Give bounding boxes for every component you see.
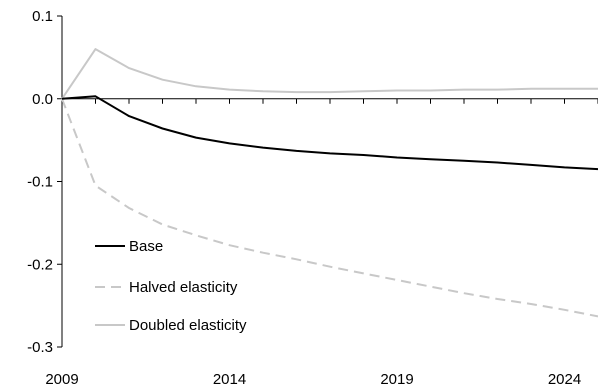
y-tick-label: 0.1 [32,8,53,25]
series-line-base [61,95,598,171]
x-tick-label: 2024 [548,371,581,388]
x-tick-label: 2019 [380,371,413,388]
x-tick-label: 2009 [45,371,78,388]
legend-label: Base [129,238,163,255]
legend: Base Halved elasticity Doubled elasticity [95,238,247,334]
legend-label: Halved elasticity [129,279,238,296]
y-tick-label: -0.2 [27,256,53,273]
legend-label: Doubled elasticity [129,317,247,334]
series-lines [61,48,598,318]
x-tick-label: 2014 [213,371,246,388]
y-tick-label: -0.3 [27,339,53,356]
y-tick-label: -0.1 [27,174,53,191]
series-line-doubled-elasticity [61,48,598,100]
plot-area: 0.1 0.0 -0.1 -0.2 -0.3 2009 2014 2019 2024 [27,8,598,388]
y-tick-label: 0.0 [32,91,53,108]
series-line-halved-elasticity [61,98,598,318]
